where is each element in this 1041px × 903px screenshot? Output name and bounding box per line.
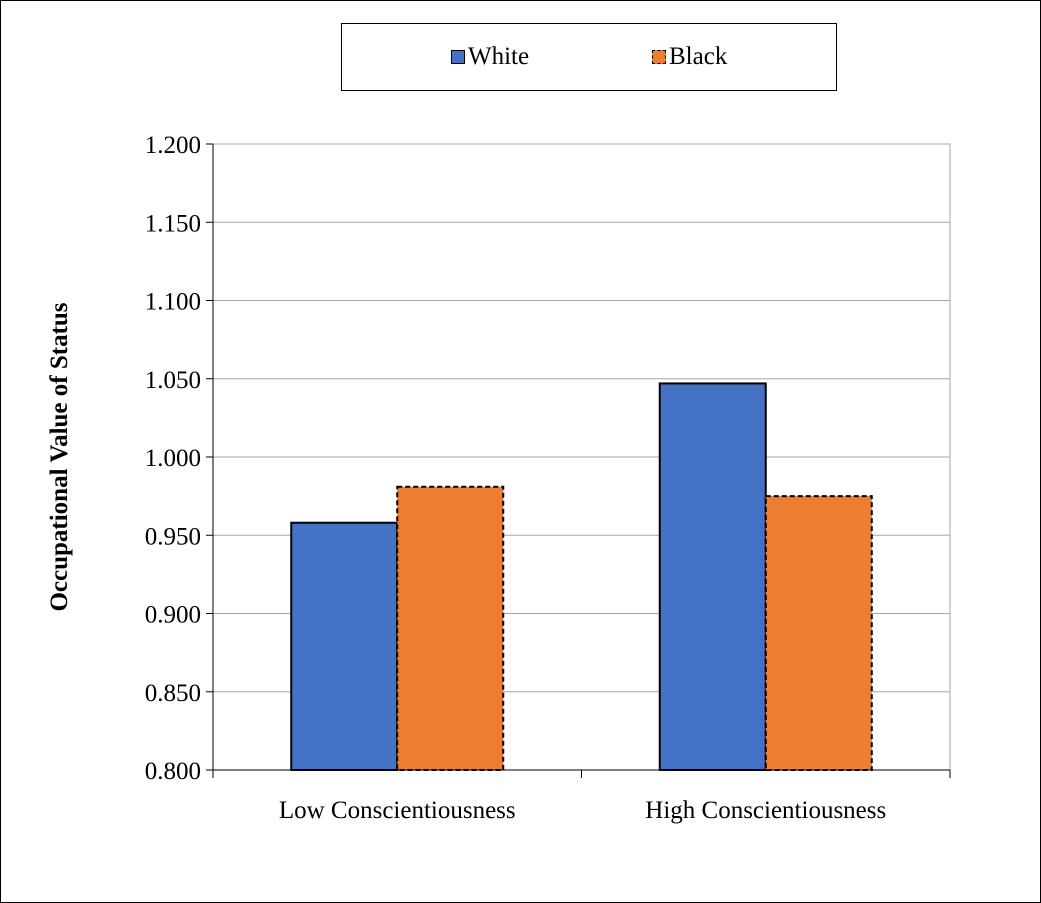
y-tick-labels: 0.800 0.850 0.900 0.950 1.000 1.050 1.100 1.150…: [145, 132, 201, 785]
bar-white-high: [658, 382, 767, 771]
x-tick-labels: Low Conscientiousness High Conscientiousn…: [279, 797, 886, 824]
axes: [206, 143, 951, 778]
y-tick-label: 0.900: [145, 602, 201, 629]
bars: [290, 382, 873, 771]
y-axis-title: Occupational Value of Status: [46, 302, 73, 611]
legend-label-white: White: [468, 43, 530, 70]
x-tick-label: High Conscientiousness: [645, 797, 886, 824]
y-tick-label: 0.800: [145, 758, 201, 785]
legend: White Black: [341, 23, 837, 91]
legend-label-black: Black: [669, 43, 728, 70]
y-tick-label: 0.950: [145, 523, 201, 550]
y-tick-label: 1.100: [145, 289, 201, 316]
y-tick-label: 1.050: [145, 367, 201, 394]
y-tick-label: 1.150: [145, 210, 201, 237]
y-tick-label: 1.200: [145, 132, 201, 159]
y-tick-label: 0.850: [145, 680, 201, 707]
bar-black-high: [764, 495, 873, 771]
x-tick-label: Low Conscientiousness: [279, 797, 516, 824]
legend-swatch-white: [451, 50, 465, 64]
legend-item-white: White: [451, 43, 530, 70]
bar-black-low: [396, 485, 505, 771]
legend-item-black: Black: [652, 43, 728, 70]
legend-swatch-black: [652, 50, 666, 64]
bar-white-low: [290, 521, 399, 771]
y-tick-label: 1.000: [145, 445, 201, 472]
